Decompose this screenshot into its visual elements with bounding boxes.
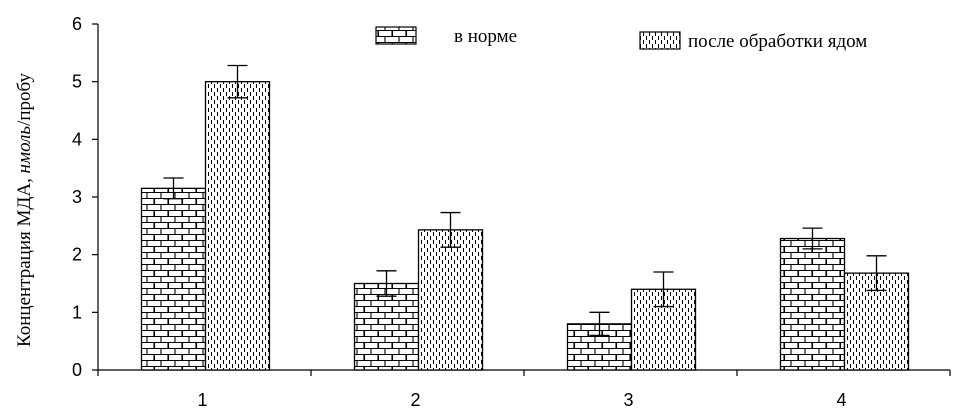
x-tick-label-4: 4 <box>836 390 846 409</box>
legend-swatch-brick <box>375 26 417 45</box>
y-tick-label-0: 0 <box>72 360 82 380</box>
y-axis-label-text: Концентрация МДА, нмоль/пробу <box>14 73 35 347</box>
bar-normal-1 <box>140 187 207 371</box>
bar-poison-2 <box>417 229 484 371</box>
y-tick-label-6: 6 <box>72 14 82 34</box>
legend-label-poison: после обработки ядом <box>688 31 867 52</box>
bar-normal-2 <box>353 282 420 371</box>
y-tick-label-1: 1 <box>72 302 82 322</box>
legend-label-normal: в норме <box>454 26 517 47</box>
legend-item-poison: после обработки ядом <box>639 31 867 52</box>
bar-poison-1 <box>204 81 271 371</box>
x-tick-label-1: 1 <box>197 390 207 409</box>
legend-item-normal: в норме <box>375 26 517 47</box>
y-axis-label: Концентрация МДА, нмоль/пробу <box>14 73 35 347</box>
y-tick-label-5: 5 <box>72 72 82 92</box>
y-tick-label-4: 4 <box>72 129 82 149</box>
bar-normal-4 <box>779 237 846 371</box>
y-tick-label-3: 3 <box>72 187 82 207</box>
y-tick-label-2: 2 <box>72 245 82 265</box>
legend: в норме после обработки ядом <box>375 26 867 52</box>
x-tick-label-2: 2 <box>410 390 420 409</box>
legend-swatch-dashed <box>639 31 681 50</box>
x-tick-label-3: 3 <box>623 390 633 409</box>
plot-area: 0 1 2 3 4 5 6 1 2 3 4 <box>72 14 951 409</box>
